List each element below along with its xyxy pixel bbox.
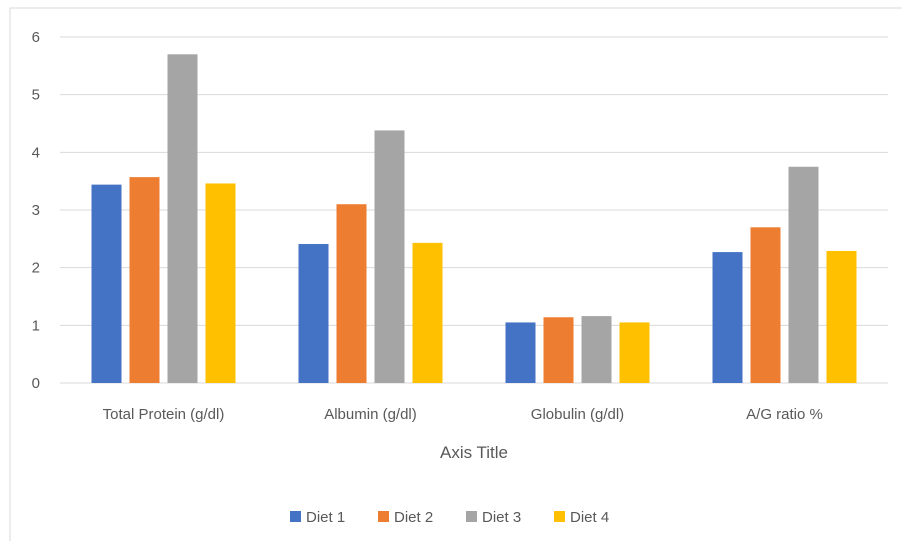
y-tick-label: 0 <box>32 375 40 392</box>
chart-border <box>9 7 902 541</box>
x-category-label: Globulin (g/dl) <box>531 406 624 423</box>
bar-diet-4 <box>205 183 236 383</box>
bar-diet-3 <box>788 166 819 383</box>
gridlines <box>60 36 888 384</box>
bar-diet-1 <box>712 252 743 383</box>
legend-label: Diet 4 <box>570 509 609 526</box>
legend-item: Diet 3 <box>466 509 521 526</box>
y-tick-label: 5 <box>32 87 40 104</box>
bar-diet-1 <box>91 184 122 383</box>
legend-label: Diet 1 <box>306 509 345 526</box>
bar-diet-3 <box>581 316 612 383</box>
x-category-label: Total Protein (g/dl) <box>103 406 225 423</box>
legend-swatch <box>466 511 477 522</box>
bar-diet-1 <box>298 244 329 383</box>
legend-item: Diet 2 <box>378 509 433 526</box>
legend-label: Diet 2 <box>394 509 433 526</box>
bar-diet-2 <box>129 177 160 383</box>
y-tick-label: 2 <box>32 260 40 277</box>
legend-swatch <box>378 511 389 522</box>
bar-diet-3 <box>374 130 405 383</box>
legend-swatch <box>554 511 565 522</box>
legend-item: Diet 1 <box>290 509 345 526</box>
bars <box>91 54 857 384</box>
x-category-label: A/G ratio % <box>746 406 823 423</box>
bar-diet-3 <box>167 54 198 384</box>
bar-diet-2 <box>543 317 574 383</box>
legend-item: Diet 4 <box>554 509 609 526</box>
legend-label: Diet 3 <box>482 509 521 526</box>
bar-diet-2 <box>750 227 781 383</box>
bar-diet-2 <box>336 204 367 383</box>
legend-swatch <box>290 511 301 522</box>
bar-diet-4 <box>412 242 443 383</box>
bar-diet-1 <box>505 322 536 383</box>
legend: Diet 1 Diet 2 Diet 3 Diet 4 <box>290 509 609 526</box>
y-tick-label: 1 <box>32 317 40 334</box>
bar-diet-4 <box>619 322 650 383</box>
bar-diet-4 <box>826 250 857 383</box>
x-category-label: Albumin (g/dl) <box>324 406 417 423</box>
x-axis-categories: Total Protein (g/dl) Albumin (g/dl) Globul… <box>103 406 823 423</box>
y-tick-label: 6 <box>32 29 40 46</box>
x-axis-title: Axis Title <box>440 443 508 462</box>
y-tick-label: 3 <box>32 202 40 219</box>
y-axis-ticks: 0 1 2 3 4 5 6 <box>32 29 40 392</box>
y-tick-label: 4 <box>32 144 40 161</box>
